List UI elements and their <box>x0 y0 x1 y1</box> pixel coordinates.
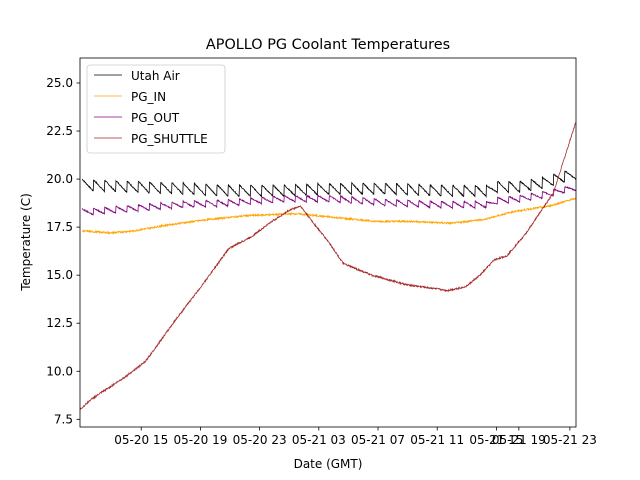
x-tick-label: 05-21 23 <box>543 433 597 447</box>
series-line-pg-in <box>81 197 576 235</box>
legend-box <box>86 64 226 154</box>
plot-frame <box>79 57 577 428</box>
y-axis: 7.5 10.0 12.5 15.0 17.5 20.0 22.5 25.0 <box>46 76 80 426</box>
y-tick-label: 12.5 <box>46 316 73 330</box>
series-line-utah-air <box>81 170 576 198</box>
legend: Utah Air PG_IN PG_OUT PG_SHUTTLE <box>86 64 226 154</box>
series-line-pg-out <box>81 185 576 216</box>
legend-label-utah-air: Utah Air <box>131 69 180 83</box>
x-tick-label: 05-20 19 <box>173 433 227 447</box>
legend-label-pg-in: PG_IN <box>131 90 166 104</box>
x-axis-label: Date (GMT) <box>294 457 363 471</box>
x-tick-label: 05-21 07 <box>351 433 405 447</box>
y-tick-label: 22.5 <box>46 124 73 138</box>
y-tick-label: 10.0 <box>46 364 73 378</box>
chart-title: APOLLO PG Coolant Temperatures <box>206 37 450 53</box>
y-tick-label: 7.5 <box>54 412 73 426</box>
x-tick-label: 05-21 15 <box>469 433 523 447</box>
x-tick-label: 05-21 11 <box>410 433 464 447</box>
x-tick-label: 05-21 19 <box>492 433 546 447</box>
x-tick-label: 05-21 03 <box>292 433 346 447</box>
x-tick-label: 05-20 15 <box>114 433 168 447</box>
legend-label-pg-out: PG_OUT <box>131 111 180 125</box>
y-tick-label: 25.0 <box>46 76 73 90</box>
y-tick-label: 20.0 <box>46 172 73 186</box>
plot-lines <box>80 122 576 411</box>
legend-label-pg-shuttle: PG_SHUTTLE <box>131 132 208 146</box>
x-tick-label: 05-20 23 <box>233 433 287 447</box>
y-axis-label: Temperature (C) <box>19 193 33 292</box>
y-tick-label: 17.5 <box>46 220 73 234</box>
y-tick-label: 15.0 <box>46 268 73 282</box>
series-line-pg-shuttle <box>80 122 576 411</box>
x-axis: 05-20 15 05-20 19 05-20 23 05-21 03 05-21 07… <box>114 427 597 447</box>
